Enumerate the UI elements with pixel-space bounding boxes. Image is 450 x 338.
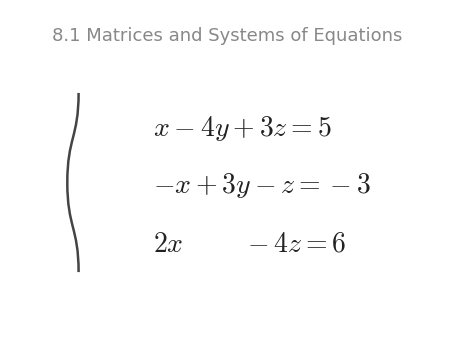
Text: $2x\qquad\;\,-4z=6$: $2x\qquad\;\,-4z=6$ — [153, 230, 346, 257]
Text: 8.1 Matrices and Systems of Equations: 8.1 Matrices and Systems of Equations — [52, 27, 403, 45]
Text: $-x+3y-z=-3$: $-x+3y-z=-3$ — [153, 171, 371, 200]
Text: $x-4y+3z=5$: $x-4y+3z=5$ — [153, 114, 332, 143]
